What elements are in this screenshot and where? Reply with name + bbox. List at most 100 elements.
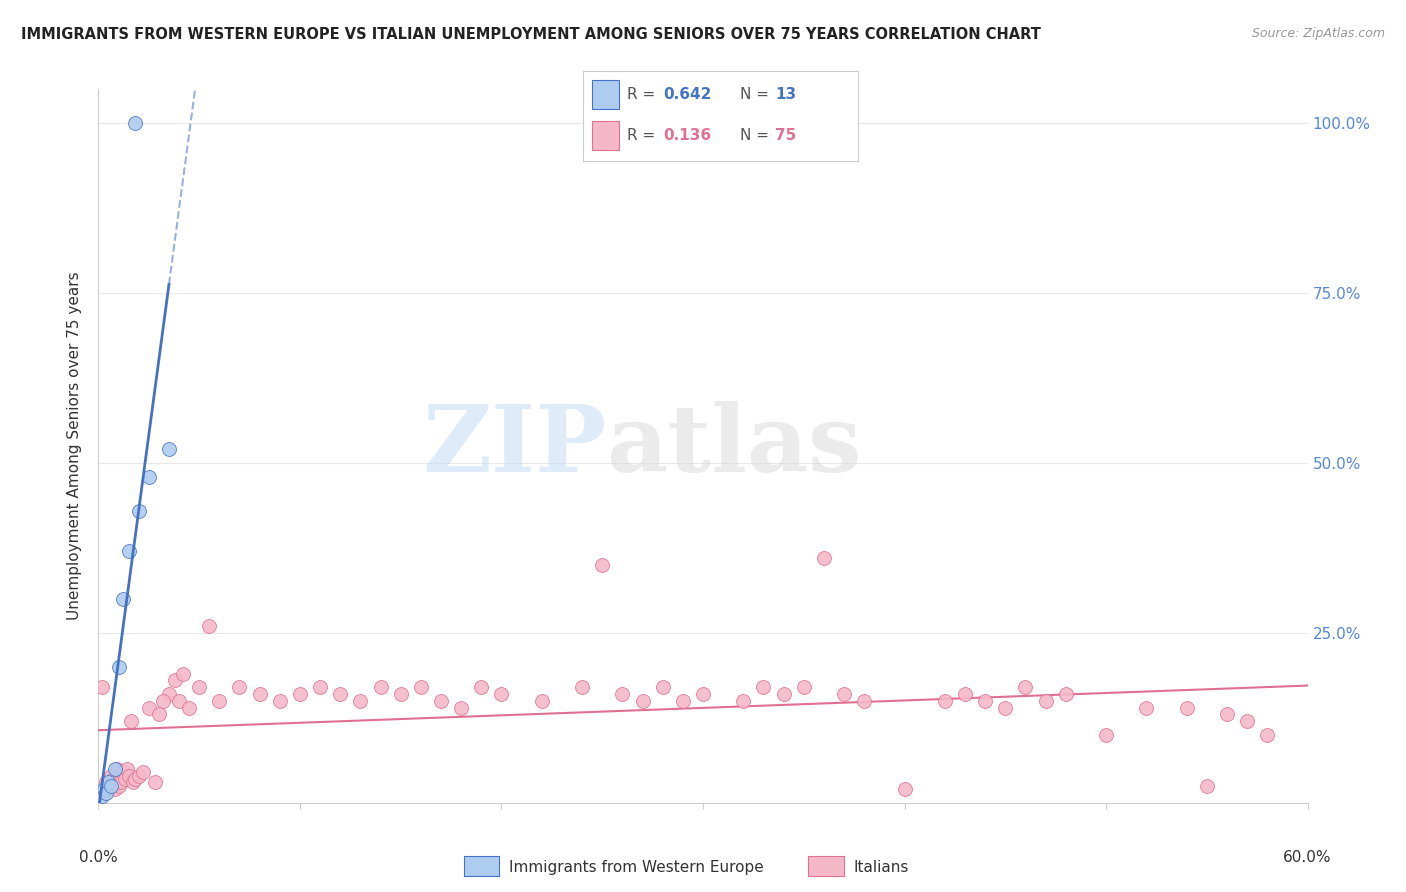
- Point: [188, 680, 211, 694]
- Point: [1035, 694, 1057, 708]
- Text: atlas: atlas: [606, 401, 862, 491]
- Point: [612, 687, 634, 701]
- Point: [733, 694, 755, 708]
- Point: [107, 779, 129, 793]
- Point: [118, 769, 141, 783]
- Point: [793, 680, 815, 694]
- Point: [103, 762, 125, 776]
- Point: [101, 772, 124, 786]
- Point: [103, 782, 125, 797]
- Point: [93, 786, 115, 800]
- Point: [93, 782, 115, 797]
- Point: [157, 442, 180, 457]
- Point: [430, 694, 453, 708]
- Point: [1014, 680, 1036, 694]
- Point: [994, 700, 1017, 714]
- Point: [772, 687, 794, 701]
- Point: [591, 558, 613, 572]
- Point: [148, 707, 170, 722]
- Point: [167, 694, 190, 708]
- Point: [269, 694, 291, 708]
- Point: [651, 680, 673, 694]
- Point: [349, 694, 371, 708]
- Point: [128, 503, 150, 517]
- Point: [249, 687, 271, 701]
- Point: [96, 786, 118, 800]
- Text: Immigrants from Western Europe: Immigrants from Western Europe: [509, 860, 763, 874]
- Point: [138, 469, 160, 483]
- Point: [953, 687, 976, 701]
- Point: [934, 694, 956, 708]
- Point: [198, 619, 221, 633]
- Point: [692, 687, 714, 701]
- Point: [309, 680, 332, 694]
- FancyBboxPatch shape: [592, 80, 619, 109]
- Point: [530, 694, 553, 708]
- Point: [152, 694, 174, 708]
- Point: [631, 694, 654, 708]
- FancyBboxPatch shape: [592, 121, 619, 150]
- Text: N =: N =: [740, 87, 773, 102]
- Point: [110, 775, 132, 789]
- Point: [111, 591, 134, 606]
- Point: [172, 666, 194, 681]
- Text: N =: N =: [740, 128, 773, 143]
- Point: [832, 687, 855, 701]
- Point: [138, 700, 160, 714]
- Point: [389, 687, 412, 701]
- Point: [974, 694, 997, 708]
- Point: [228, 680, 250, 694]
- Point: [1135, 700, 1157, 714]
- Point: [1054, 687, 1077, 701]
- Text: Source: ZipAtlas.com: Source: ZipAtlas.com: [1251, 27, 1385, 40]
- Point: [100, 779, 122, 793]
- Point: [571, 680, 593, 694]
- Text: ZIP: ZIP: [422, 401, 606, 491]
- Text: IMMIGRANTS FROM WESTERN EUROPE VS ITALIAN UNEMPLOYMENT AMONG SENIORS OVER 75 YEA: IMMIGRANTS FROM WESTERN EUROPE VS ITALIA…: [21, 27, 1040, 42]
- Point: [97, 782, 120, 797]
- Point: [107, 660, 129, 674]
- Point: [853, 694, 876, 708]
- Point: [120, 714, 142, 729]
- Text: R =: R =: [627, 87, 661, 102]
- Point: [114, 772, 136, 786]
- Point: [1216, 707, 1239, 722]
- Point: [1256, 728, 1278, 742]
- Point: [111, 765, 134, 780]
- Point: [163, 673, 186, 688]
- Text: 75: 75: [776, 128, 797, 143]
- Text: 0.642: 0.642: [664, 87, 711, 102]
- Point: [96, 775, 118, 789]
- Point: [409, 680, 432, 694]
- Point: [752, 680, 775, 694]
- Text: Italians: Italians: [853, 860, 908, 874]
- Point: [813, 551, 835, 566]
- Point: [208, 694, 231, 708]
- Point: [143, 775, 166, 789]
- Text: 13: 13: [776, 87, 797, 102]
- Point: [121, 775, 143, 789]
- Point: [179, 700, 201, 714]
- Point: [100, 769, 122, 783]
- Point: [1095, 728, 1118, 742]
- Point: [1195, 779, 1218, 793]
- Point: [97, 775, 120, 789]
- Point: [893, 782, 915, 797]
- Point: [105, 762, 128, 776]
- Point: [128, 769, 150, 783]
- Text: R =: R =: [627, 128, 661, 143]
- Point: [1175, 700, 1198, 714]
- Point: [288, 687, 311, 701]
- Point: [118, 544, 141, 558]
- Point: [491, 687, 513, 701]
- Point: [115, 762, 138, 776]
- Point: [672, 694, 695, 708]
- Point: [470, 680, 492, 694]
- Point: [124, 116, 146, 130]
- Point: [124, 772, 146, 786]
- Point: [1236, 714, 1258, 729]
- Text: 0.136: 0.136: [664, 128, 711, 143]
- Text: 60.0%: 60.0%: [1284, 850, 1331, 865]
- Point: [329, 687, 352, 701]
- Point: [370, 680, 392, 694]
